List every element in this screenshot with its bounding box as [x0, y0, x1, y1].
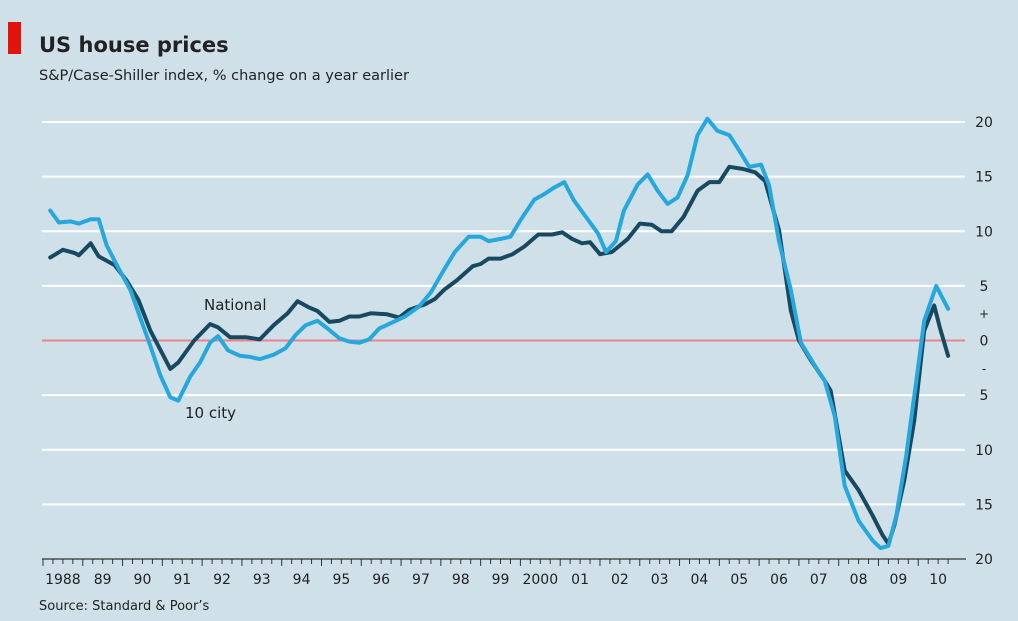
y-tick-label: +: [979, 307, 989, 321]
y-tick-label: 0: [980, 334, 989, 350]
x-tick-label: 95: [332, 572, 350, 588]
x-tick-label: 96: [372, 572, 390, 588]
x-tick-label: 01: [571, 572, 589, 588]
chart-title: US house prices: [39, 33, 229, 57]
x-tick-label: 90: [134, 572, 152, 588]
y-tick-label: 15: [975, 497, 993, 513]
x-tick-label: 07: [810, 572, 828, 588]
y-tick-label: 5: [980, 388, 989, 404]
x-tick-label: 2000: [522, 572, 558, 588]
source: Source: Standard & Poor’s: [39, 599, 209, 614]
x-tick-label: 09: [889, 572, 907, 588]
x-tick-label: 99: [492, 572, 510, 588]
x-tick-label: 10: [929, 572, 947, 588]
x-tick-label: 98: [452, 572, 470, 588]
x-tick-label: 93: [253, 572, 271, 588]
y-tick-label: 5: [980, 279, 989, 295]
series-label: National: [204, 296, 267, 314]
series-line: [48, 116, 951, 551]
y-tick-label: 15: [975, 170, 993, 186]
x-tick-label: 94: [293, 572, 311, 588]
y-tick-label: -: [982, 362, 986, 376]
x-tick-label: 1988: [45, 572, 81, 588]
x-tick-label: 08: [850, 572, 868, 588]
x-tick-label: 02: [611, 572, 629, 588]
x-tick-label: 05: [730, 572, 748, 588]
x-tick-label: 91: [173, 572, 191, 588]
y-tick-label: 10: [975, 224, 993, 240]
series-label: 10 city: [185, 404, 236, 422]
x-tick-label: 06: [770, 572, 788, 588]
x-tick-label: 89: [94, 572, 112, 588]
chart-subtitle: S&P/Case-Shiller index, % change on a ye…: [39, 68, 409, 84]
x-tick-label: 03: [651, 572, 669, 588]
y-tick-label: 10: [975, 443, 993, 459]
x-tick-label: 04: [691, 572, 709, 588]
y-tick-label: 20: [975, 552, 993, 568]
y-tick-label: 20: [975, 115, 993, 131]
red-tag: [8, 22, 21, 54]
x-tick-label: 97: [412, 572, 430, 588]
x-tick-label: 92: [213, 572, 231, 588]
